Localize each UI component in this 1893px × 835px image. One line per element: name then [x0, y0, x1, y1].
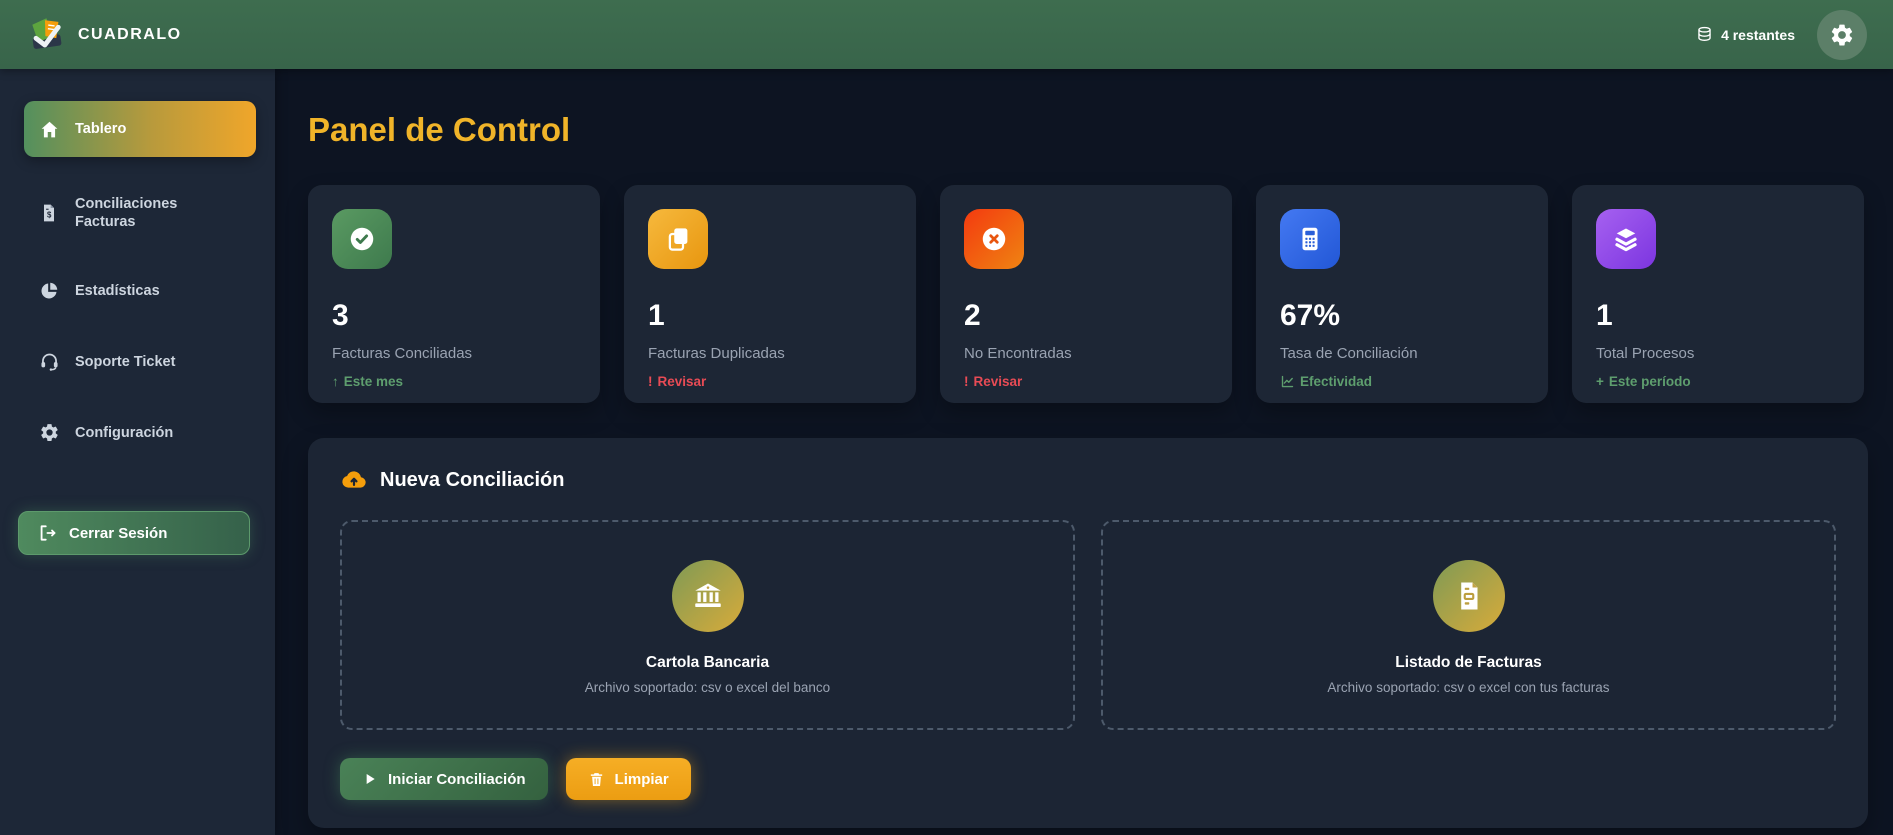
stat-card-conciliadas: 3 Facturas Conciliadas ↑ Este mes	[308, 185, 600, 403]
start-button-label: Iniciar Conciliación	[388, 770, 526, 788]
check-circle-icon	[332, 209, 392, 269]
panel-title: Nueva Conciliación	[380, 468, 565, 491]
gear-icon	[1829, 22, 1855, 48]
stat-card-no-encontradas: 2 No Encontradas ! Revisar	[940, 185, 1232, 403]
logout-button[interactable]: Cerrar Sesión	[18, 511, 250, 556]
stat-label: Total Procesos	[1596, 345, 1695, 362]
stat-sub: ↑ Este mes	[332, 374, 404, 389]
new-reconciliation-panel: Nueva Conciliación Cartola Bancaria	[308, 438, 1868, 828]
page-title: Panel de Control	[308, 111, 571, 148]
pie-chart-icon	[38, 281, 60, 301]
stat-label: Facturas Conciliadas	[332, 345, 473, 362]
stats-row: 3 Facturas Conciliadas ↑ Este mes 1 Fact…	[308, 185, 1868, 403]
play-icon	[362, 771, 378, 787]
sidebar-item-label: Tablero	[75, 120, 127, 137]
invoice-icon: $	[38, 203, 60, 223]
stat-card-total-procesos: 1 Total Procesos + Este período	[1572, 185, 1864, 403]
stat-sub: ! Revisar	[964, 374, 1023, 389]
stat-label: No Encontradas	[964, 345, 1072, 362]
stat-label: Facturas Duplicadas	[648, 345, 785, 362]
sidebar-item-label: Soporte Ticket	[75, 353, 176, 370]
stat-value: 3	[332, 299, 349, 332]
calculator-icon	[1280, 209, 1340, 269]
sidebar-item-soporte[interactable]: Soporte Ticket	[24, 339, 256, 384]
app-header: CUADRALO 4 restantes	[0, 0, 1893, 69]
sidebar-item-conciliaciones[interactable]: $ Conciliaciones Facturas	[24, 183, 234, 243]
copy-icon	[648, 209, 708, 269]
layers-icon	[1596, 209, 1656, 269]
upload-zone-listado-facturas[interactable]: Listado de Facturas Archivo soportado: c…	[1101, 520, 1836, 730]
cloud-upload-icon	[340, 466, 368, 494]
stat-sub: ! Revisar	[648, 374, 707, 389]
stat-value: 1	[648, 299, 665, 332]
brand-logo[interactable]: CUADRALO	[26, 14, 182, 56]
sidebar-item-configuracion[interactable]: Configuración	[24, 410, 256, 455]
coins-icon	[1695, 25, 1714, 44]
logout-label: Cerrar Sesión	[69, 524, 168, 542]
settings-button[interactable]	[1817, 9, 1867, 60]
stat-label: Tasa de Conciliación	[1280, 345, 1418, 362]
zone-subtitle: Archivo soportado: csv o excel del banco	[584, 679, 831, 695]
upload-zone-cartola-bancaria[interactable]: Cartola Bancaria Archivo soportado: csv …	[340, 520, 1075, 730]
sidebar-item-label: Configuración	[75, 424, 174, 441]
stat-value: 1	[1596, 299, 1613, 332]
trend-chart-icon	[1280, 374, 1295, 389]
arrow-up-icon: ↑	[332, 374, 339, 389]
file-invoice-icon	[1432, 559, 1505, 632]
gear-icon	[38, 422, 60, 443]
main-content: Panel de Control 3 Facturas Conciliadas …	[275, 69, 1893, 835]
stat-value: 2	[964, 299, 981, 332]
x-circle-icon	[964, 209, 1024, 269]
brand-name: CUADRALO	[78, 25, 182, 43]
clear-button[interactable]: Limpiar	[565, 758, 691, 800]
trash-icon	[588, 771, 605, 788]
plus-icon: +	[1596, 374, 1604, 389]
sidebar-item-label: Conciliaciones Facturas	[75, 196, 178, 231]
exclamation-icon: !	[964, 374, 969, 389]
stat-value: 67%	[1280, 299, 1341, 332]
cuadralo-logo-icon	[26, 14, 68, 56]
sidebar-item-estadisticas[interactable]: Estadísticas	[24, 269, 256, 313]
headset-icon	[38, 351, 60, 372]
sidebar-item-tablero[interactable]: Tablero	[24, 101, 256, 157]
credits-remaining: 4 restantes	[1695, 25, 1795, 44]
zone-subtitle: Archivo soportado: csv o excel con tus f…	[1327, 679, 1610, 695]
stat-sub: + Este período	[1596, 374, 1691, 389]
credits-label: 4 restantes	[1721, 26, 1795, 43]
clear-button-label: Limpiar	[614, 770, 669, 788]
zone-title: Cartola Bancaria	[645, 653, 770, 671]
stat-card-tasa: 67% Tasa de Conciliación Efectividad	[1256, 185, 1548, 403]
stat-card-duplicadas: 1 Facturas Duplicadas ! Revisar	[624, 185, 916, 403]
zone-title: Listado de Facturas	[1395, 653, 1542, 671]
svg-text:$: $	[47, 211, 52, 220]
start-reconciliation-button[interactable]: Iniciar Conciliación	[340, 758, 548, 800]
bank-icon	[671, 559, 744, 632]
logout-icon	[37, 523, 57, 543]
sidebar-item-label: Estadísticas	[75, 283, 160, 300]
stat-sub: Efectividad	[1280, 374, 1524, 389]
home-icon	[38, 119, 60, 140]
exclamation-icon: !	[648, 374, 653, 389]
sidebar: Tablero $ Conciliaciones Facturas Estadí…	[0, 69, 275, 835]
